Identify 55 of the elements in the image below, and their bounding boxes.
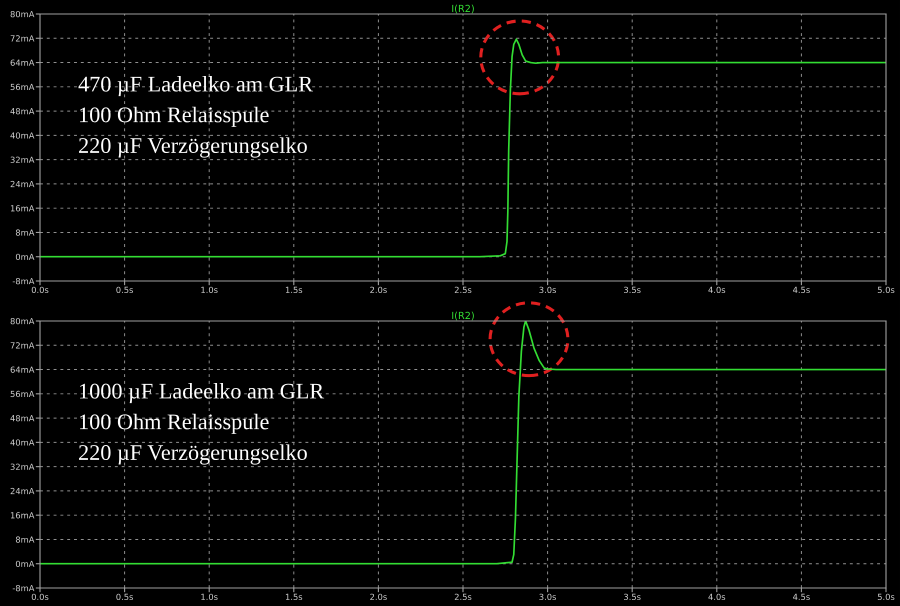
y-tick-label: 64mA [10,366,34,373]
y-tick-label: 80mA [10,318,34,324]
x-tick-label: 3.5s [624,594,641,600]
y-tick-label: 48mA [10,108,34,114]
annotation: 470 µF Ladeelko am GLR [78,76,314,96]
annotation: 100 Ohm Relaisspule [80,414,269,434]
y-tick-label: 0mA [16,560,34,568]
y-tick-label: 40mA [10,439,34,446]
y-tick-label: 0mA [16,254,34,260]
x-tick-label: 0.0s [32,286,48,294]
y-tick-label: 56mA [10,390,34,398]
y-tick-label: 16mA [10,512,34,518]
x-tick-label: 1.0s [201,286,218,294]
y-tick-label: 24mA [10,488,34,494]
annotation: 100 Ohm Relaisspule [80,106,269,127]
y-tick-label: 56mA [10,84,34,90]
y-tick-label: -8mA [12,278,34,284]
y-tick-label: 80mA [10,10,34,18]
annotation: 220 µF Verzögerungselko [79,444,307,465]
annotation: 220 µF Verzögerungselko [79,137,307,158]
x-tick-label: 1.5s [286,594,302,600]
x-tick-label: 2.5s [454,594,472,600]
chart-title: I(R2) [452,312,474,320]
x-tick-label: 3.0s [539,286,556,294]
x-tick-label: 3.5s [624,286,641,294]
y-tick-label: 32mA [10,156,34,163]
x-tick-label: 4.5s [793,594,810,600]
y-tick-label: 72mA [10,35,34,42]
x-tick-label: 4.5s [793,286,810,294]
y-tick-label: 8mA [16,229,34,236]
y-tick-label: 48mA [10,415,34,422]
x-tick-label: 5.0s [878,286,894,294]
x-tick-label: 1.0s [201,594,218,600]
x-tick-label: 2.5s [454,286,472,294]
x-tick-label: 4.0s [708,594,726,600]
y-tick-label: 24mA [10,180,34,188]
annotation: 1000 µF Ladeelko am GLR [80,383,324,404]
x-tick-label: 2.0s [370,594,387,600]
x-tick-label: 2.0s [370,286,387,294]
x-tick-label: 0.5s [116,594,133,600]
x-tick-label: 1.5s [286,286,302,294]
y-tick-label: 8mA [16,536,34,543]
y-tick-label: 32mA [10,464,34,470]
x-tick-label: 5.0s [878,594,894,600]
y-tick-label: 16mA [10,205,34,212]
chart-title: I(R2) [452,4,474,14]
y-tick-label: 72mA [10,342,34,348]
x-tick-label: 4.0s [708,286,726,294]
x-tick-label: 3.0s [539,594,556,600]
y-tick-label: 64mA [10,60,34,66]
line-series [40,38,886,258]
x-tick-label: 0.0s [32,594,48,600]
y-tick-label: -8mA [12,584,34,592]
x-tick-label: 0.5s [116,286,133,294]
y-tick-label: 40mA [10,132,34,139]
